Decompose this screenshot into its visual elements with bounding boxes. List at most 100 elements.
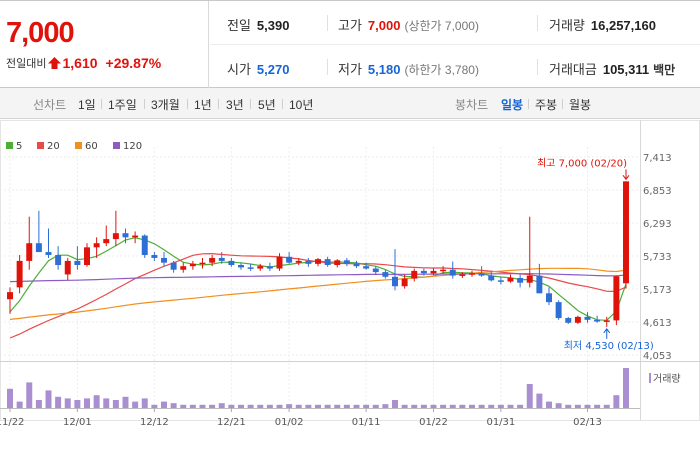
period-3m[interactable]: 3개월 bbox=[151, 98, 180, 112]
candle-body bbox=[324, 259, 331, 266]
volume-bar bbox=[238, 404, 244, 408]
candle-body bbox=[372, 268, 379, 273]
change-label: 전일대비 bbox=[6, 58, 47, 70]
y-tick-label: 5,173 bbox=[643, 285, 672, 296]
candle-body bbox=[26, 243, 33, 261]
volume-bar bbox=[488, 404, 495, 408]
candle-body bbox=[228, 260, 235, 266]
volume-bar bbox=[84, 398, 90, 408]
volume-bar bbox=[132, 401, 139, 408]
open-label: 시가 bbox=[227, 62, 251, 77]
volume-bar bbox=[497, 404, 504, 408]
candle-body bbox=[497, 280, 504, 282]
candle-body bbox=[189, 263, 196, 267]
volume-bar bbox=[189, 404, 196, 408]
candle-body bbox=[555, 302, 562, 319]
volume-bar bbox=[161, 401, 167, 408]
candle-body bbox=[353, 263, 360, 267]
candle-body bbox=[161, 257, 167, 263]
candle-body bbox=[112, 233, 119, 240]
candle-body bbox=[122, 233, 129, 238]
low-label: 저가 bbox=[338, 62, 362, 77]
period-1d[interactable]: 1일 bbox=[78, 98, 96, 112]
volume-bar bbox=[363, 404, 370, 408]
candle-body bbox=[469, 273, 475, 275]
ma-line-60 bbox=[9, 267, 627, 320]
volume-bar bbox=[55, 396, 62, 408]
period-1w[interactable]: 1주일 bbox=[108, 98, 137, 112]
prev-close-value: 5,390 bbox=[256, 18, 290, 33]
candle-weekly[interactable]: 주봉 bbox=[535, 98, 558, 112]
x-tick-label: 12/21 bbox=[217, 417, 246, 428]
high-price: 고가 7,000 (상한가 7,000) bbox=[338, 15, 479, 34]
volume-bar bbox=[507, 404, 514, 408]
volume-bar bbox=[228, 404, 235, 408]
candle-daily[interactable]: 일봉 bbox=[501, 98, 524, 112]
x-tick-label: 01/02 bbox=[275, 417, 304, 428]
candle-body bbox=[440, 269, 447, 272]
candle-body bbox=[276, 256, 283, 269]
volume-bar bbox=[555, 403, 562, 408]
candle-body bbox=[286, 256, 293, 263]
volume-bar bbox=[546, 401, 552, 408]
candle-body bbox=[257, 266, 264, 269]
candle-body bbox=[507, 277, 514, 282]
x-tick-label: 12/01 bbox=[63, 417, 92, 428]
period-5y[interactable]: 5년 bbox=[258, 98, 276, 112]
legend-swatch-20 bbox=[37, 142, 44, 149]
x-tick-label: 01/11 bbox=[352, 417, 381, 428]
candle-body bbox=[315, 259, 321, 264]
volume-bar bbox=[93, 395, 100, 408]
candle-body bbox=[411, 270, 418, 279]
open-value: 5,270 bbox=[256, 62, 290, 77]
lower-limit-note: (하한가 3,780) bbox=[404, 63, 479, 77]
legend-label-5: 5 bbox=[16, 141, 22, 152]
volume-bar bbox=[382, 404, 389, 408]
volume-bar bbox=[26, 382, 33, 408]
period-3y[interactable]: 3년 bbox=[226, 98, 244, 112]
legend-swatch-5 bbox=[6, 142, 13, 149]
price-summary: 7,000 전일대비 1,610 +29.87% bbox=[0, 1, 209, 88]
x-tick-label: 01/31 bbox=[486, 417, 515, 428]
candle-body bbox=[305, 260, 312, 264]
candle-body bbox=[295, 260, 302, 263]
candle-body bbox=[517, 277, 524, 283]
x-tick-label: 01/22 bbox=[419, 417, 448, 428]
candle-body bbox=[247, 267, 254, 269]
y-tick-label: 6,853 bbox=[643, 186, 672, 197]
volume-bar bbox=[536, 393, 543, 408]
volume-bar bbox=[353, 404, 360, 408]
candle-body bbox=[574, 316, 581, 323]
candle-body bbox=[392, 276, 398, 287]
chart-annotations: 최고 7,000 (02/20) 최저 4,530 (02/13) bbox=[537, 157, 654, 352]
max-price-annotation: 최고 7,000 (02/20) bbox=[537, 157, 627, 169]
ma-line-120 bbox=[9, 273, 627, 283]
low-price: 저가 5,180 (하한가 3,780) bbox=[338, 59, 479, 78]
max-arrow-icon bbox=[622, 169, 630, 181]
legend-label-60: 60 bbox=[85, 141, 98, 152]
volume-value: 16,257,160 bbox=[590, 18, 656, 33]
candle-body bbox=[35, 243, 42, 253]
volume-bar bbox=[613, 395, 620, 408]
candle-body bbox=[382, 272, 389, 277]
volume-bar bbox=[266, 404, 273, 408]
current-price: 7,000 bbox=[6, 17, 75, 49]
line-chart-title: 선차트 bbox=[33, 98, 67, 112]
candle-body bbox=[16, 260, 23, 288]
y-tick-label: 4,053 bbox=[643, 351, 672, 362]
upper-limit-note: (상한가 7,000) bbox=[404, 19, 479, 33]
volume-bar bbox=[430, 404, 437, 408]
candle-body bbox=[334, 260, 341, 266]
period-1y[interactable]: 1년 bbox=[194, 98, 212, 112]
trading-amount: 거래대금 105,311 백만 bbox=[549, 59, 675, 78]
chart-axes: 7,413 6,853 6,293 5,733 5,173 4,613 4,053 11/22… bbox=[0, 153, 672, 428]
candle-monthly[interactable]: 월봉 bbox=[569, 98, 592, 112]
candle-body bbox=[623, 181, 629, 284]
volume-bar bbox=[594, 404, 601, 408]
period-10y[interactable]: 10년 bbox=[289, 98, 314, 112]
volume-bar bbox=[35, 400, 42, 408]
candle-body bbox=[93, 243, 100, 248]
candle-body bbox=[209, 257, 216, 263]
price-chart[interactable]: 거래량 7,413 6,853 6,293 5,733 5,173 4,613 4,053 1… bbox=[0, 120, 700, 450]
candle-body bbox=[594, 319, 601, 322]
